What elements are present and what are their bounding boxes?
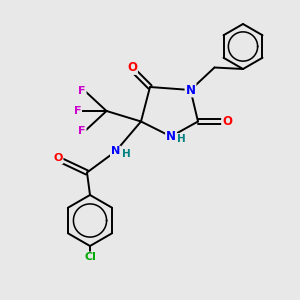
Text: F: F <box>78 125 86 136</box>
Text: H: H <box>177 134 186 144</box>
Text: O: O <box>222 115 232 128</box>
Text: F: F <box>74 106 81 116</box>
Text: N: N <box>185 83 196 97</box>
Text: H: H <box>122 149 130 160</box>
Text: Cl: Cl <box>84 252 96 262</box>
Text: O: O <box>127 61 137 74</box>
Text: F: F <box>78 86 86 97</box>
Text: O: O <box>53 153 63 163</box>
Text: N: N <box>111 146 120 157</box>
Text: N: N <box>166 130 176 143</box>
